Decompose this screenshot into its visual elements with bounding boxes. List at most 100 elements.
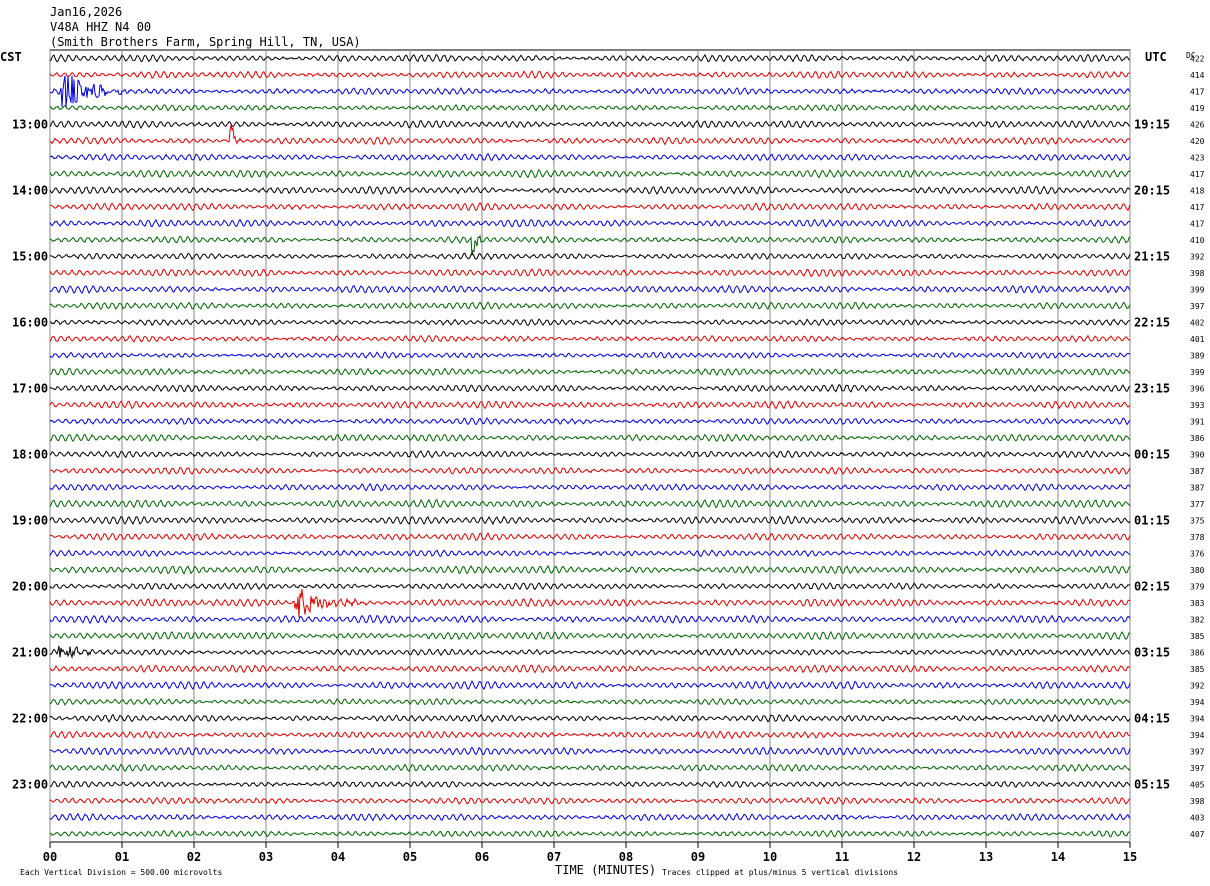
trace-row-47 [49, 829, 1131, 838]
dc-offset-label-17: 401 [1190, 335, 1205, 344]
dc-offset-label-1: 414 [1190, 71, 1205, 80]
dc-offset-label-43: 397 [1190, 764, 1205, 773]
left-timezone-label: CST [0, 50, 22, 64]
trace-row-13 [49, 268, 1131, 278]
footer-scale-note: Each Vertical Division = 500.00 microvol… [20, 868, 222, 877]
trace-row-6 [49, 152, 1131, 162]
trace-row-44 [49, 780, 1131, 789]
dc-offset-label-26: 387 [1190, 483, 1205, 492]
dc-offset-label-30: 376 [1190, 549, 1205, 558]
trace-row-43 [49, 763, 1131, 773]
dc-offset-label-7: 417 [1190, 170, 1205, 179]
dc-offset-label-28: 375 [1190, 516, 1205, 525]
dc-offset-label-10: 417 [1190, 219, 1205, 228]
trace-row-19 [49, 367, 1131, 377]
dc-offset-label-0: 422 [1190, 54, 1205, 63]
left-hour-label: 16:00 [12, 315, 48, 329]
trace-row-38 [49, 680, 1131, 691]
trace-row-35 [49, 630, 1131, 641]
x-tick-label-11: 11 [835, 850, 849, 864]
trace-row-4 [49, 119, 1131, 129]
chart-date: Jan16,2026 [50, 5, 123, 19]
right-hour-label: 04:15 [1134, 711, 1170, 725]
dc-offset-label-33: 383 [1190, 599, 1205, 608]
dc-offset-label-42: 397 [1190, 747, 1205, 756]
right-hour-label: 23:15 [1134, 381, 1170, 395]
trace-row-24 [49, 450, 1131, 459]
dc-offset-label-20: 396 [1190, 384, 1205, 393]
dc-offset-label-4: 426 [1190, 120, 1205, 129]
right-hour-label: 01:15 [1134, 513, 1170, 527]
dc-offset-label-15: 397 [1190, 302, 1205, 311]
left-hour-label: 18:00 [12, 447, 48, 461]
dc-offset-label-9: 417 [1190, 203, 1205, 212]
trace-row-30 [49, 549, 1131, 558]
trace-row-27 [49, 498, 1131, 509]
dc-offset-label-47: 407 [1190, 830, 1205, 839]
trace-row-46 [49, 812, 1131, 822]
dc-offset-label-36: 386 [1190, 648, 1205, 657]
trace-row-20 [49, 383, 1131, 393]
trace-row-21 [49, 400, 1131, 410]
dc-offset-label-8: 418 [1190, 186, 1205, 195]
trace-row-22 [49, 417, 1131, 426]
dc-offset-label-19: 399 [1190, 368, 1205, 377]
dc-offset-label-18: 389 [1190, 351, 1205, 360]
left-hour-label: 13:00 [12, 117, 48, 131]
right-hour-label: 02:15 [1134, 579, 1170, 593]
trace-row-29 [49, 532, 1131, 542]
left-hour-label: 22:00 [12, 711, 48, 725]
station-code: V48A HHZ N4 00 [50, 20, 152, 34]
dc-offset-label-44: 405 [1190, 780, 1205, 789]
left-hour-label: 14:00 [12, 183, 48, 197]
trace-row-23 [49, 433, 1131, 443]
dc-offset-label-22: 391 [1190, 417, 1205, 426]
x-axis-title: TIME (MINUTES) [555, 863, 656, 877]
right-hour-label: 21:15 [1134, 249, 1170, 263]
right-hour-label: 03:15 [1134, 645, 1170, 659]
left-hour-label: 21:00 [12, 645, 48, 659]
dc-offset-label-37: 385 [1190, 665, 1205, 674]
x-tick-label-05: 05 [403, 850, 417, 864]
trace-row-7 [49, 168, 1131, 179]
dc-offset-label-12: 392 [1190, 252, 1205, 261]
dc-offset-label-6: 423 [1190, 153, 1205, 162]
x-tick-label-03: 03 [259, 850, 273, 864]
dc-offset-label-21: 393 [1190, 401, 1205, 410]
x-tick-label-07: 07 [547, 850, 561, 864]
trace-row-39 [49, 697, 1131, 706]
dc-offset-label-46: 403 [1190, 813, 1205, 822]
trace-row-32 [49, 582, 1131, 591]
dc-offset-label-5: 420 [1190, 137, 1205, 146]
trace-row-34 [49, 614, 1131, 625]
right-hour-label: 19:15 [1134, 117, 1170, 131]
dc-offset-label-34: 382 [1190, 615, 1205, 624]
x-tick-label-15: 15 [1123, 850, 1137, 864]
trace-row-8 [49, 185, 1131, 196]
dc-offset-label-16: 402 [1190, 318, 1205, 327]
trace-row-2 [49, 75, 1131, 107]
right-hour-label: 05:15 [1134, 777, 1170, 791]
trace-row-16 [50, 318, 1131, 327]
right-hour-label: 00:15 [1134, 447, 1170, 461]
trace-row-17 [49, 334, 1131, 343]
dc-offset-label-11: 410 [1190, 236, 1205, 245]
trace-row-14 [49, 284, 1131, 295]
right-hour-label: 20:15 [1134, 183, 1170, 197]
x-tick-label-04: 04 [331, 850, 345, 864]
dc-offset-label-31: 380 [1190, 566, 1205, 575]
left-hour-label: 17:00 [12, 381, 48, 395]
trace-row-28 [49, 515, 1131, 526]
left-hour-label: 15:00 [12, 249, 48, 263]
left-hour-label: 23:00 [12, 777, 48, 791]
right-timezone-label: UTC [1145, 50, 1167, 64]
x-tick-label-13: 13 [979, 850, 993, 864]
dc-offset-label-29: 378 [1190, 533, 1205, 542]
footer-clip-note: Traces clipped at plus/minus 5 vertical … [662, 868, 898, 877]
dc-offset-label-27: 377 [1190, 500, 1205, 509]
dc-label: DC [1186, 51, 1196, 60]
right-hour-label: 22:15 [1134, 315, 1170, 329]
left-hour-label: 20:00 [12, 579, 48, 593]
trace-row-9 [49, 201, 1131, 212]
trace-row-12 [49, 252, 1131, 261]
